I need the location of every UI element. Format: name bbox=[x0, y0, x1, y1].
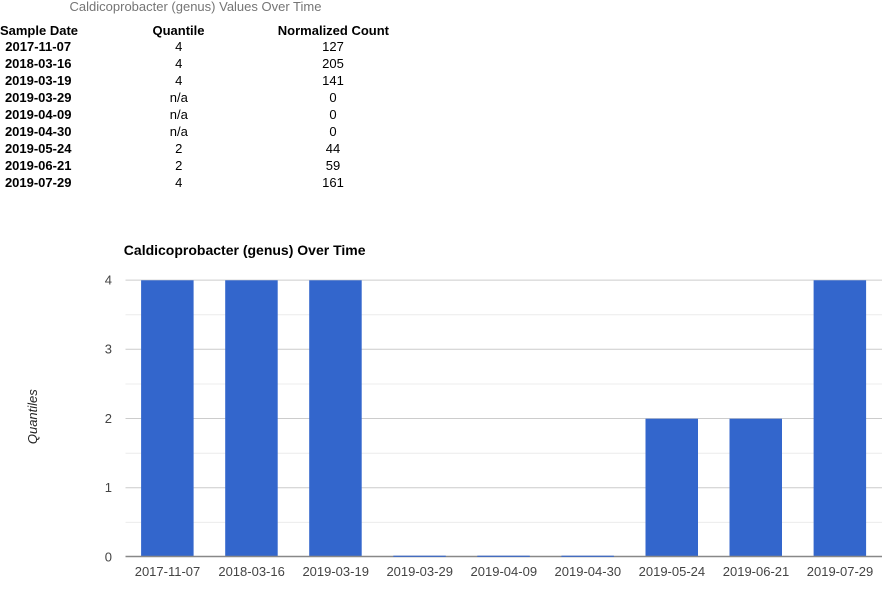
svg-text:2019-05-24: 2019-05-24 bbox=[639, 564, 706, 579]
svg-text:2017-11-07: 2017-11-07 bbox=[135, 564, 201, 579]
svg-text:1: 1 bbox=[105, 480, 112, 495]
svg-text:2019-07-29: 2019-07-29 bbox=[807, 564, 874, 579]
svg-text:2: 2 bbox=[105, 411, 112, 426]
svg-text:2019-03-19: 2019-03-19 bbox=[302, 564, 369, 579]
svg-text:2019-04-09: 2019-04-09 bbox=[471, 564, 538, 579]
svg-text:Caldicoprobacter (genus) Over: Caldicoprobacter (genus) Over Time bbox=[124, 242, 366, 258]
svg-text:0: 0 bbox=[105, 549, 112, 564]
svg-text:2019-06-21: 2019-06-21 bbox=[723, 564, 790, 579]
svg-text:Quantiles: Quantiles bbox=[25, 389, 40, 444]
svg-text:2019-03-29: 2019-03-29 bbox=[386, 564, 453, 579]
svg-text:3: 3 bbox=[105, 342, 112, 357]
svg-text:2019-04-30: 2019-04-30 bbox=[555, 564, 622, 579]
svg-text:4: 4 bbox=[105, 273, 112, 288]
svg-text:2018-03-16: 2018-03-16 bbox=[218, 564, 285, 579]
